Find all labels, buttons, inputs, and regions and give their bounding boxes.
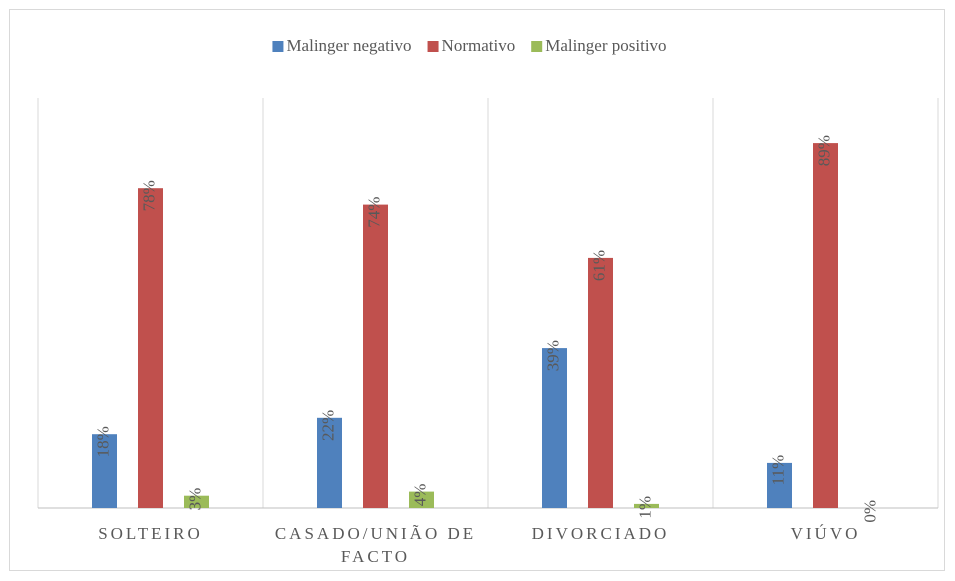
- data-label: 3%: [185, 488, 204, 511]
- chart-border: [9, 9, 945, 571]
- bar: [363, 204, 388, 508]
- legend-swatch: [427, 41, 439, 52]
- data-label: 74%: [364, 197, 383, 228]
- legend-label: Malinger negativo: [286, 36, 411, 55]
- bar: [542, 348, 567, 508]
- bar: [92, 434, 117, 508]
- data-label: 61%: [589, 250, 608, 281]
- bar: [634, 503, 659, 508]
- data-label: 39%: [543, 340, 562, 371]
- legend-swatch: [272, 41, 284, 52]
- x-tick-label: SOLTEIRO: [98, 524, 203, 543]
- data-label: 22%: [318, 410, 337, 441]
- data-label: 11%: [768, 455, 787, 486]
- x-tick-label: DIVORCIADO: [531, 524, 670, 543]
- data-label: 4%: [410, 484, 429, 507]
- data-label: 78%: [139, 180, 158, 211]
- x-tick-label: CASADO/UNIÃO DE FACTO: [274, 524, 477, 566]
- x-tick-label: VIÚVO: [790, 524, 861, 543]
- legend-swatch: [531, 41, 543, 52]
- bar: [813, 143, 838, 508]
- bar: [588, 257, 613, 508]
- bar: [317, 417, 342, 508]
- bar: [409, 491, 434, 508]
- data-label: 0%: [860, 500, 879, 523]
- data-label: 18%: [93, 426, 112, 457]
- bar: [138, 188, 163, 508]
- bar: [184, 495, 209, 508]
- data-label: 89%: [814, 135, 833, 166]
- bar: [767, 462, 792, 508]
- legend-label: Normativo: [442, 36, 516, 55]
- data-label: 1%: [635, 496, 654, 519]
- legend-label: Malinger positivo: [545, 36, 666, 55]
